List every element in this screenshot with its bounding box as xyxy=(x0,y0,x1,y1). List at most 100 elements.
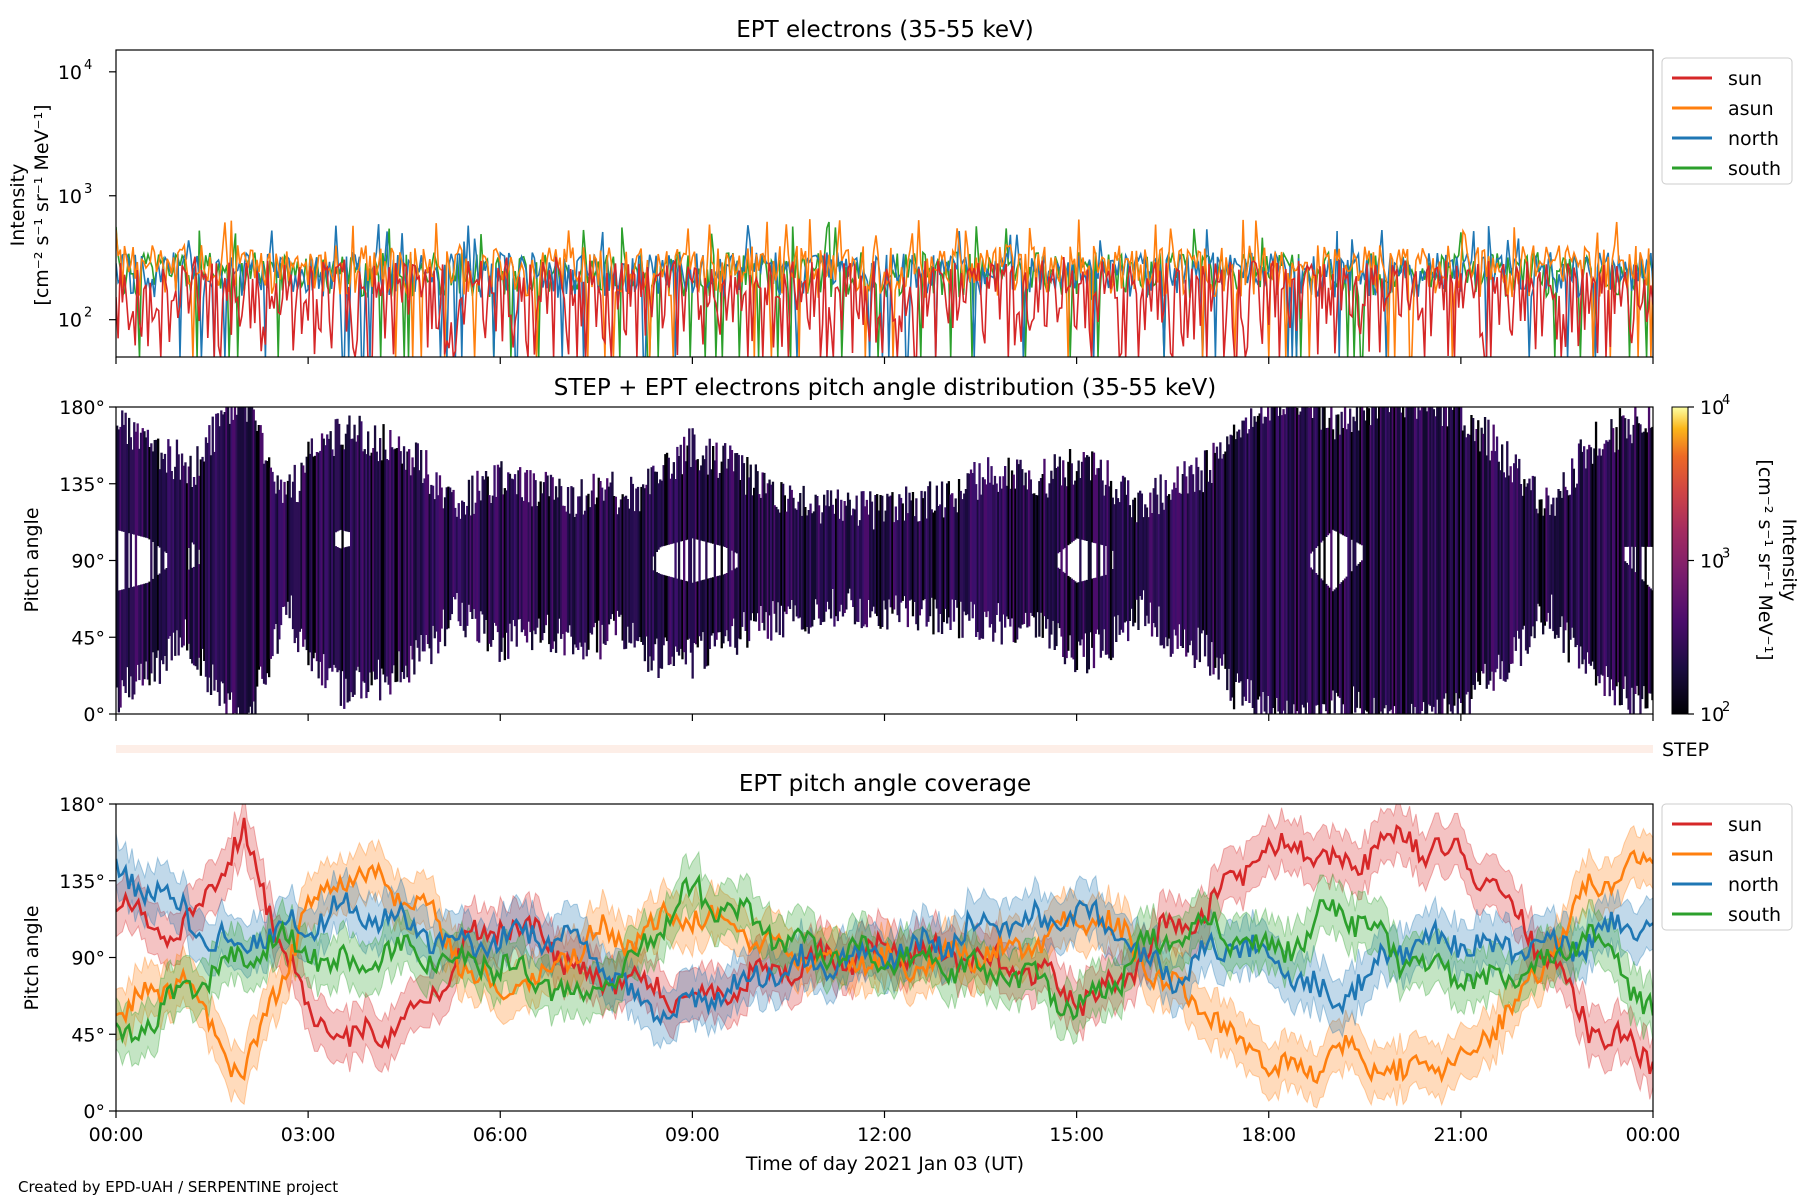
heatmap-cell xyxy=(431,485,435,626)
heatmap-cell xyxy=(1555,497,1559,635)
heatmap-cell xyxy=(848,499,851,589)
heatmap-cell xyxy=(845,505,848,610)
heatmap-cell xyxy=(1096,468,1099,630)
heatmap-cell xyxy=(718,575,722,633)
heatmap-cell xyxy=(338,423,341,531)
heatmap-cell xyxy=(373,425,377,680)
panel1-ylabel: Intensity xyxy=(7,164,29,247)
heatmap-cell xyxy=(744,494,747,631)
heatmap-cell xyxy=(722,574,725,644)
heatmap-cell xyxy=(590,490,594,635)
heatmap-cell xyxy=(443,497,447,647)
heatmap-cell xyxy=(763,472,766,631)
heatmap-cell xyxy=(1562,472,1565,653)
heatmap-cell xyxy=(1381,407,1384,714)
heatmap-cell xyxy=(1403,417,1407,714)
colorbar-units: [cm⁻² s⁻¹ sr⁻¹ MeV⁻¹] xyxy=(1754,459,1776,660)
heatmap-cell xyxy=(1456,407,1459,714)
heatmap-cell xyxy=(980,494,983,639)
panel1-legend: sun asun north south xyxy=(1661,57,1793,185)
heatmap-cell xyxy=(915,498,918,625)
heatmap-cell xyxy=(493,465,496,623)
heatmap-cell xyxy=(1542,515,1545,635)
heatmap-cell xyxy=(640,486,643,642)
heatmap-cell xyxy=(681,579,684,660)
heatmap-cell xyxy=(124,412,127,693)
heatmap-cell xyxy=(1606,441,1610,677)
heatmap-cell xyxy=(602,500,606,644)
heatmap-cell xyxy=(549,474,553,653)
heatmap-cell xyxy=(1277,415,1280,712)
heatmap-cell xyxy=(1333,439,1336,531)
heatmap-cell xyxy=(946,483,949,624)
heatmap-cell xyxy=(1550,504,1553,595)
heatmap-cell xyxy=(1302,407,1306,708)
heatmap-cell xyxy=(1372,407,1376,698)
heatmap-cell xyxy=(1458,407,1461,699)
heatmap-cell xyxy=(1104,574,1108,655)
heatmap-cell xyxy=(1156,494,1159,637)
heatmap-cell xyxy=(1407,407,1410,714)
heatmap-cell xyxy=(269,467,273,659)
heatmap-cell xyxy=(918,521,922,616)
heatmap-cell xyxy=(1475,429,1478,673)
heatmap-cell xyxy=(1186,493,1190,653)
heatmap-cell xyxy=(597,477,600,621)
heatmap-cell xyxy=(664,575,667,638)
heatmap-cell xyxy=(1429,407,1432,706)
heatmap-cell xyxy=(1384,407,1388,706)
heatmap-cell xyxy=(233,407,237,714)
heatmap-cell xyxy=(853,509,857,625)
heatmap-cell xyxy=(1127,480,1130,642)
heatmap-cell xyxy=(1094,577,1097,634)
heatmap-cell xyxy=(1077,582,1080,642)
heatmap-cell xyxy=(1171,489,1174,654)
heatmap-cell xyxy=(572,487,575,655)
heatmap-cell xyxy=(1045,493,1048,629)
heatmap-cell xyxy=(426,474,430,644)
heatmap-cell xyxy=(887,496,891,600)
heatmap-cell xyxy=(1359,407,1362,545)
heatmap-cell xyxy=(1415,418,1418,714)
heatmap-cell xyxy=(963,493,966,612)
heatmap-cell xyxy=(650,467,653,671)
heatmap-cell xyxy=(420,450,423,635)
heatmap-cell xyxy=(1480,427,1483,672)
heatmap-cell xyxy=(307,441,310,666)
heatmap-cell xyxy=(186,483,189,651)
heatmap-cell xyxy=(122,589,126,687)
step-label: STEP xyxy=(1662,739,1709,761)
heatmap-cell xyxy=(724,573,727,637)
heatmap-cell xyxy=(665,575,669,642)
heatmap-cell xyxy=(937,506,940,633)
heatmap-cell xyxy=(1644,428,1647,709)
heatmap-cell xyxy=(479,500,483,612)
heatmap-cell xyxy=(1398,407,1401,714)
heatmap-cell xyxy=(334,546,337,668)
heatmap-cell xyxy=(192,477,196,545)
heatmap-cell xyxy=(339,548,343,706)
heatmap-cell xyxy=(1318,407,1321,714)
heatmap-cell xyxy=(601,487,604,625)
heatmap-cell xyxy=(667,576,670,666)
heatmap-cell xyxy=(947,481,951,618)
heatmap-cell xyxy=(1306,407,1309,703)
heatmap-cell xyxy=(274,493,278,624)
heatmap-cell xyxy=(1361,560,1364,714)
heatmap-cell xyxy=(476,470,479,642)
heatmap-cell xyxy=(1530,490,1533,637)
heatmap-cell xyxy=(804,507,807,632)
heatmap-cell xyxy=(513,474,517,627)
heatmap-cell xyxy=(1063,477,1067,548)
heatmap-cell xyxy=(706,474,710,543)
heatmap-cell xyxy=(969,469,973,602)
heatmap-cell xyxy=(139,584,143,664)
heatmap-cell xyxy=(1600,455,1603,675)
heatmap-cell xyxy=(954,498,957,600)
heatmap-cell xyxy=(165,472,168,553)
heatmap-cell xyxy=(556,497,559,634)
heatmap-cell xyxy=(425,450,428,635)
heatmap-columns xyxy=(116,407,1653,714)
heatmap-cell xyxy=(1036,495,1039,613)
legend-box xyxy=(1661,57,1793,185)
